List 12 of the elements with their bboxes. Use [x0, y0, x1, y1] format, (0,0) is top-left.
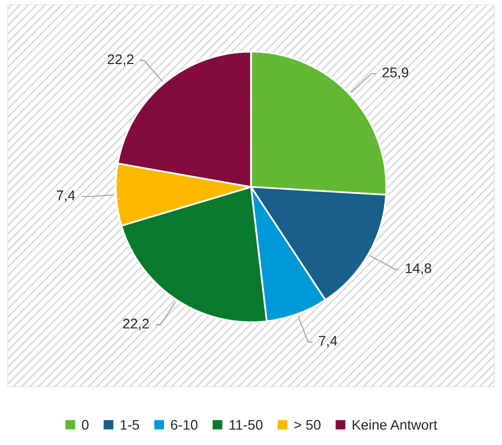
data-label: 14,8 — [406, 263, 432, 275]
data-label: 22,2 — [123, 318, 149, 330]
legend-label: 1-5 — [120, 420, 140, 430]
legend-label: Keine Antwort — [352, 420, 438, 430]
legend-label: 0 — [82, 420, 89, 430]
legend-label: > 50 — [294, 420, 321, 430]
data-label: 22,2 — [108, 54, 134, 66]
data-label: 7,4 — [318, 336, 338, 348]
data-label: 25,9 — [382, 68, 408, 80]
legend-label: 6-10 — [170, 420, 198, 430]
data-label: 7,4 — [56, 190, 76, 202]
legend-label: 11-50 — [230, 420, 263, 430]
